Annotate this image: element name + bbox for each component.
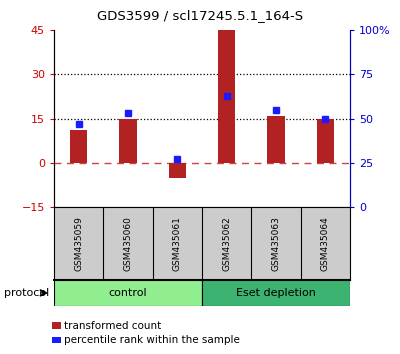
Text: GSM435063: GSM435063: [272, 216, 280, 271]
Bar: [202, 280, 350, 306]
Bar: [70, 130, 87, 163]
Text: protocol: protocol: [4, 288, 49, 298]
Text: GDS3599 / scl17245.5.1_164-S: GDS3599 / scl17245.5.1_164-S: [97, 9, 303, 22]
Text: transformed count: transformed count: [64, 321, 161, 331]
Bar: [267, 116, 285, 163]
Text: control: control: [109, 288, 147, 298]
Text: Eset depletion: Eset depletion: [236, 288, 316, 298]
Bar: [169, 163, 186, 178]
Text: GSM435062: GSM435062: [222, 216, 231, 271]
Text: percentile rank within the sample: percentile rank within the sample: [64, 335, 240, 345]
Text: GSM435061: GSM435061: [173, 216, 182, 271]
Text: GSM435064: GSM435064: [321, 216, 330, 271]
Bar: [218, 30, 235, 163]
Bar: [54, 280, 202, 306]
Bar: [119, 119, 137, 163]
Text: GSM435059: GSM435059: [74, 216, 83, 271]
Bar: [317, 119, 334, 163]
Text: GSM435060: GSM435060: [124, 216, 132, 271]
